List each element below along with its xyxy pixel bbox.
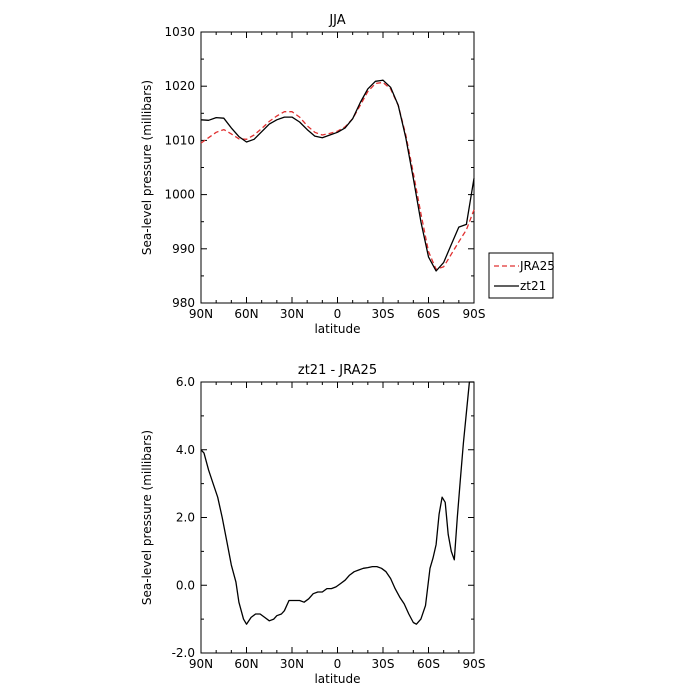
series-line-jra25 [200,81,475,271]
x-axis-label: latitude [314,672,360,686]
y-tick-label: 4.0 [176,443,195,457]
x-tick-label: 90S [463,657,486,671]
y-tick-label: 1020 [164,79,195,93]
x-tick-label: 60S [417,657,440,671]
x-tick-label: 0 [334,657,342,671]
x-tick-label: 0 [334,307,342,321]
chart-title: zt21 - JRA25 [298,363,377,378]
y-axis-label: Sea-level pressure (millibars) [140,80,154,255]
y-tick-label: 2.0 [176,511,195,525]
series-line-difference [200,381,474,625]
series-line-zt21 [200,79,475,272]
legend-box [488,252,554,299]
x-axis-label: latitude [314,322,360,336]
y-axis-label: Sea-level pressure (millibars) [140,430,154,605]
legend-label: JRA25 [519,259,555,273]
y-tick-label: 980 [172,296,195,310]
difference-line-chart: zt21 - JRA25 90N 60N 30N 0 30S 60S 90S -2.0 0.0 2.… [140,363,485,686]
y-tick-label: 1010 [164,133,195,147]
x-tick-label: 30N [280,657,304,671]
y-tick-label: 6.0 [176,375,195,389]
x-tick-label: 60N [234,307,258,321]
y-tick-label: 1000 [164,188,195,202]
x-tick-label: 60S [417,307,440,321]
legend: JRA25 zt21 [488,252,555,299]
x-tick-label: 60N [234,657,258,671]
x-tick-label: 30N [280,307,304,321]
x-tick-label: 90N [189,657,213,671]
x-tick-label: 90N [189,307,213,321]
chart-title: JJA [328,13,345,28]
x-tick-label: 30S [372,307,395,321]
x-tick-label: 90S [463,307,486,321]
legend-label: zt21 [520,279,546,293]
pressure-line-chart: JJA 90N 60N 30N 0 30S 60S 90S 980 990 1000 1010 1020… [140,13,555,336]
y-tick-label: 1030 [164,25,195,39]
y-tick-label: -2.0 [172,646,195,660]
x-tick-label: 30S [372,657,395,671]
y-tick-label: 0.0 [176,578,195,592]
y-tick-label: 990 [172,242,195,256]
